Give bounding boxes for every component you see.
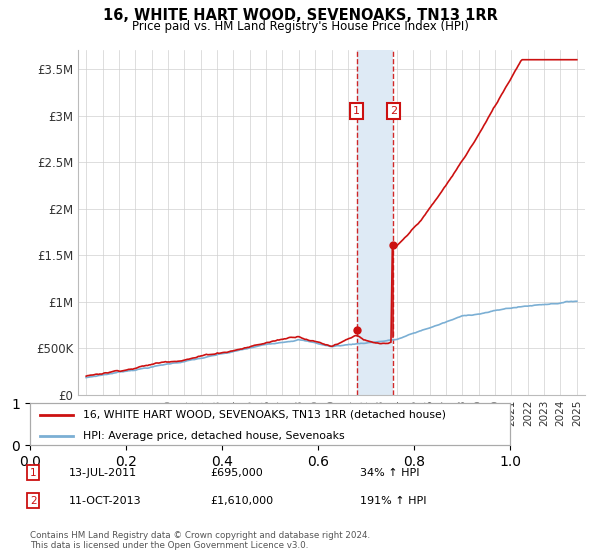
Text: 2: 2 [390,106,397,116]
Text: HPI: Average price, detached house, Sevenoaks: HPI: Average price, detached house, Seve… [83,431,344,441]
Text: 34% ↑ HPI: 34% ↑ HPI [360,468,419,478]
Text: 1: 1 [30,468,37,478]
Text: £695,000: £695,000 [210,468,263,478]
Text: Contains HM Land Registry data © Crown copyright and database right 2024.
This d: Contains HM Land Registry data © Crown c… [30,531,370,550]
Text: 13-JUL-2011: 13-JUL-2011 [69,468,137,478]
Text: 11-OCT-2013: 11-OCT-2013 [69,496,142,506]
Bar [356,50,394,395]
Text: Price paid vs. HM Land Registry's House Price Index (HPI): Price paid vs. HM Land Registry's House … [131,20,469,32]
Text: 191% ↑ HPI: 191% ↑ HPI [360,496,427,506]
Text: 16, WHITE HART WOOD, SEVENOAKS, TN13 1RR (detached house): 16, WHITE HART WOOD, SEVENOAKS, TN13 1RR… [83,410,446,420]
Text: £1,610,000: £1,610,000 [210,496,273,506]
Text: 16, WHITE HART WOOD, SEVENOAKS, TN13 1RR: 16, WHITE HART WOOD, SEVENOAKS, TN13 1RR [103,8,497,24]
Text: 2: 2 [30,496,37,506]
Text: 1: 1 [353,106,360,116]
